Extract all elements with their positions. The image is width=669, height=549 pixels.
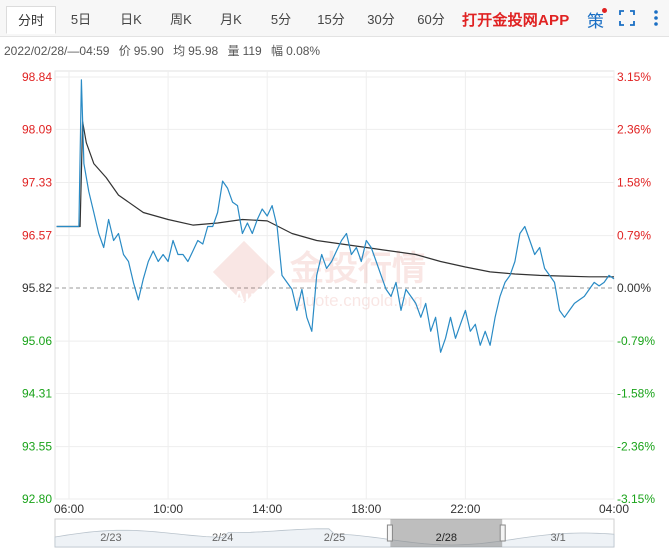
y-right-tick-label: -1.58%: [617, 387, 655, 401]
navigator-date-label: 2/24: [212, 532, 233, 544]
y-left-tick-label: 98.84: [22, 70, 52, 84]
y-right-tick-label: -2.36%: [617, 440, 655, 454]
x-tick-label: 22:00: [450, 502, 480, 516]
tab-8[interactable]: 60分: [417, 12, 445, 27]
navigator-overview: [54, 528, 615, 548]
tab-6[interactable]: 15分: [317, 12, 345, 27]
y-left-tick-label: 94.31: [22, 387, 52, 401]
period-tabs: 分时 5日 日K 周K 月K 5分 15分 30分 60分: [6, 6, 456, 34]
info-vol: 119: [242, 44, 262, 58]
y-left-tick-label: 93.55: [22, 440, 52, 454]
period-tab-bar: 分时 5日 日K 周K 月K 5分 15分 30分 60分 打开金投网APP 策: [0, 0, 669, 37]
navigator-date-label: 3/1: [550, 532, 565, 544]
info-price: 95.90: [133, 44, 164, 58]
intraday-chart[interactable]: 98.84 3.15% 98.09 2.36% 97.33 1.58% 96.57 0.79%…: [0, 62, 669, 549]
info-datetime: 2022/02/28/—04:59: [4, 44, 110, 58]
y-right-tick-label: 0.00%: [617, 281, 651, 295]
info-price-label: 价: [118, 44, 131, 58]
info-avg-label: 均: [173, 44, 186, 58]
open-app-link[interactable]: 打开金投网APP: [462, 12, 570, 29]
watermark-logo: Au: [212, 240, 276, 306]
y-left-tick-label: 95.82: [22, 281, 52, 295]
y-left-tick-label: 92.80: [22, 492, 52, 506]
notification-dot: [602, 8, 607, 13]
tab-0[interactable]: 分时: [6, 6, 56, 34]
y-left-tick-label: 96.57: [22, 229, 52, 243]
navigator-selection: [390, 519, 503, 547]
tab-2[interactable]: 日K: [120, 12, 142, 27]
y-right-tick-label: 0.79%: [617, 229, 651, 243]
info-vol-label: 量: [227, 44, 240, 58]
tab-7[interactable]: 30分: [367, 12, 395, 27]
y-left-tick-label: 95.06: [22, 334, 52, 348]
tab-5[interactable]: 5分: [270, 12, 292, 27]
y-right-tick-label: -3.15%: [617, 492, 655, 506]
info-avg: 95.98: [188, 44, 219, 58]
strategy-icon[interactable]: 策: [587, 12, 604, 32]
y-left-tick-label: 98.09: [22, 122, 52, 136]
y-right-tick-label: 3.15%: [617, 70, 651, 84]
navigator-date-label: 2/28: [436, 532, 457, 544]
y-right-tick-label: 2.36%: [617, 122, 651, 136]
navigator-left-handle[interactable]: [386, 524, 393, 542]
tab-3[interactable]: 周K: [170, 12, 192, 27]
navigator-date-label: 2/23: [100, 532, 121, 544]
more-icon[interactable]: [649, 9, 663, 27]
x-tick-label: 06:00: [54, 502, 84, 516]
average-price-line: [56, 121, 614, 278]
tab-4[interactable]: 月K: [220, 12, 242, 27]
x-tick-label: 18:00: [351, 502, 381, 516]
info-chg-label: 幅: [271, 44, 284, 58]
tab-1[interactable]: 5日: [70, 12, 92, 27]
y-right-tick-label: 1.58%: [617, 176, 651, 190]
y-left-tick-label: 97.33: [22, 176, 52, 190]
y-right-tick-label: -0.79%: [617, 334, 655, 348]
watermark-logo-text: Au: [233, 289, 254, 306]
quote-info-bar: 2022/02/28/—04:59 价 95.90 均 95.98 量 119 幅 0.…: [4, 42, 326, 59]
x-tick-label: 10:00: [153, 502, 183, 516]
navigator-right-handle[interactable]: [499, 524, 506, 542]
x-tick-label: 14:00: [252, 502, 282, 516]
watermark-logo-shape: [212, 240, 276, 304]
navigator-date-label: 2/25: [324, 532, 345, 544]
x-tick-label: 04:00: [599, 502, 629, 516]
price-line: [56, 79, 615, 353]
info-chg: 0.08%: [286, 44, 321, 58]
watermark-text: 金投行情: [289, 249, 426, 288]
fullscreen-icon[interactable]: [619, 10, 635, 26]
